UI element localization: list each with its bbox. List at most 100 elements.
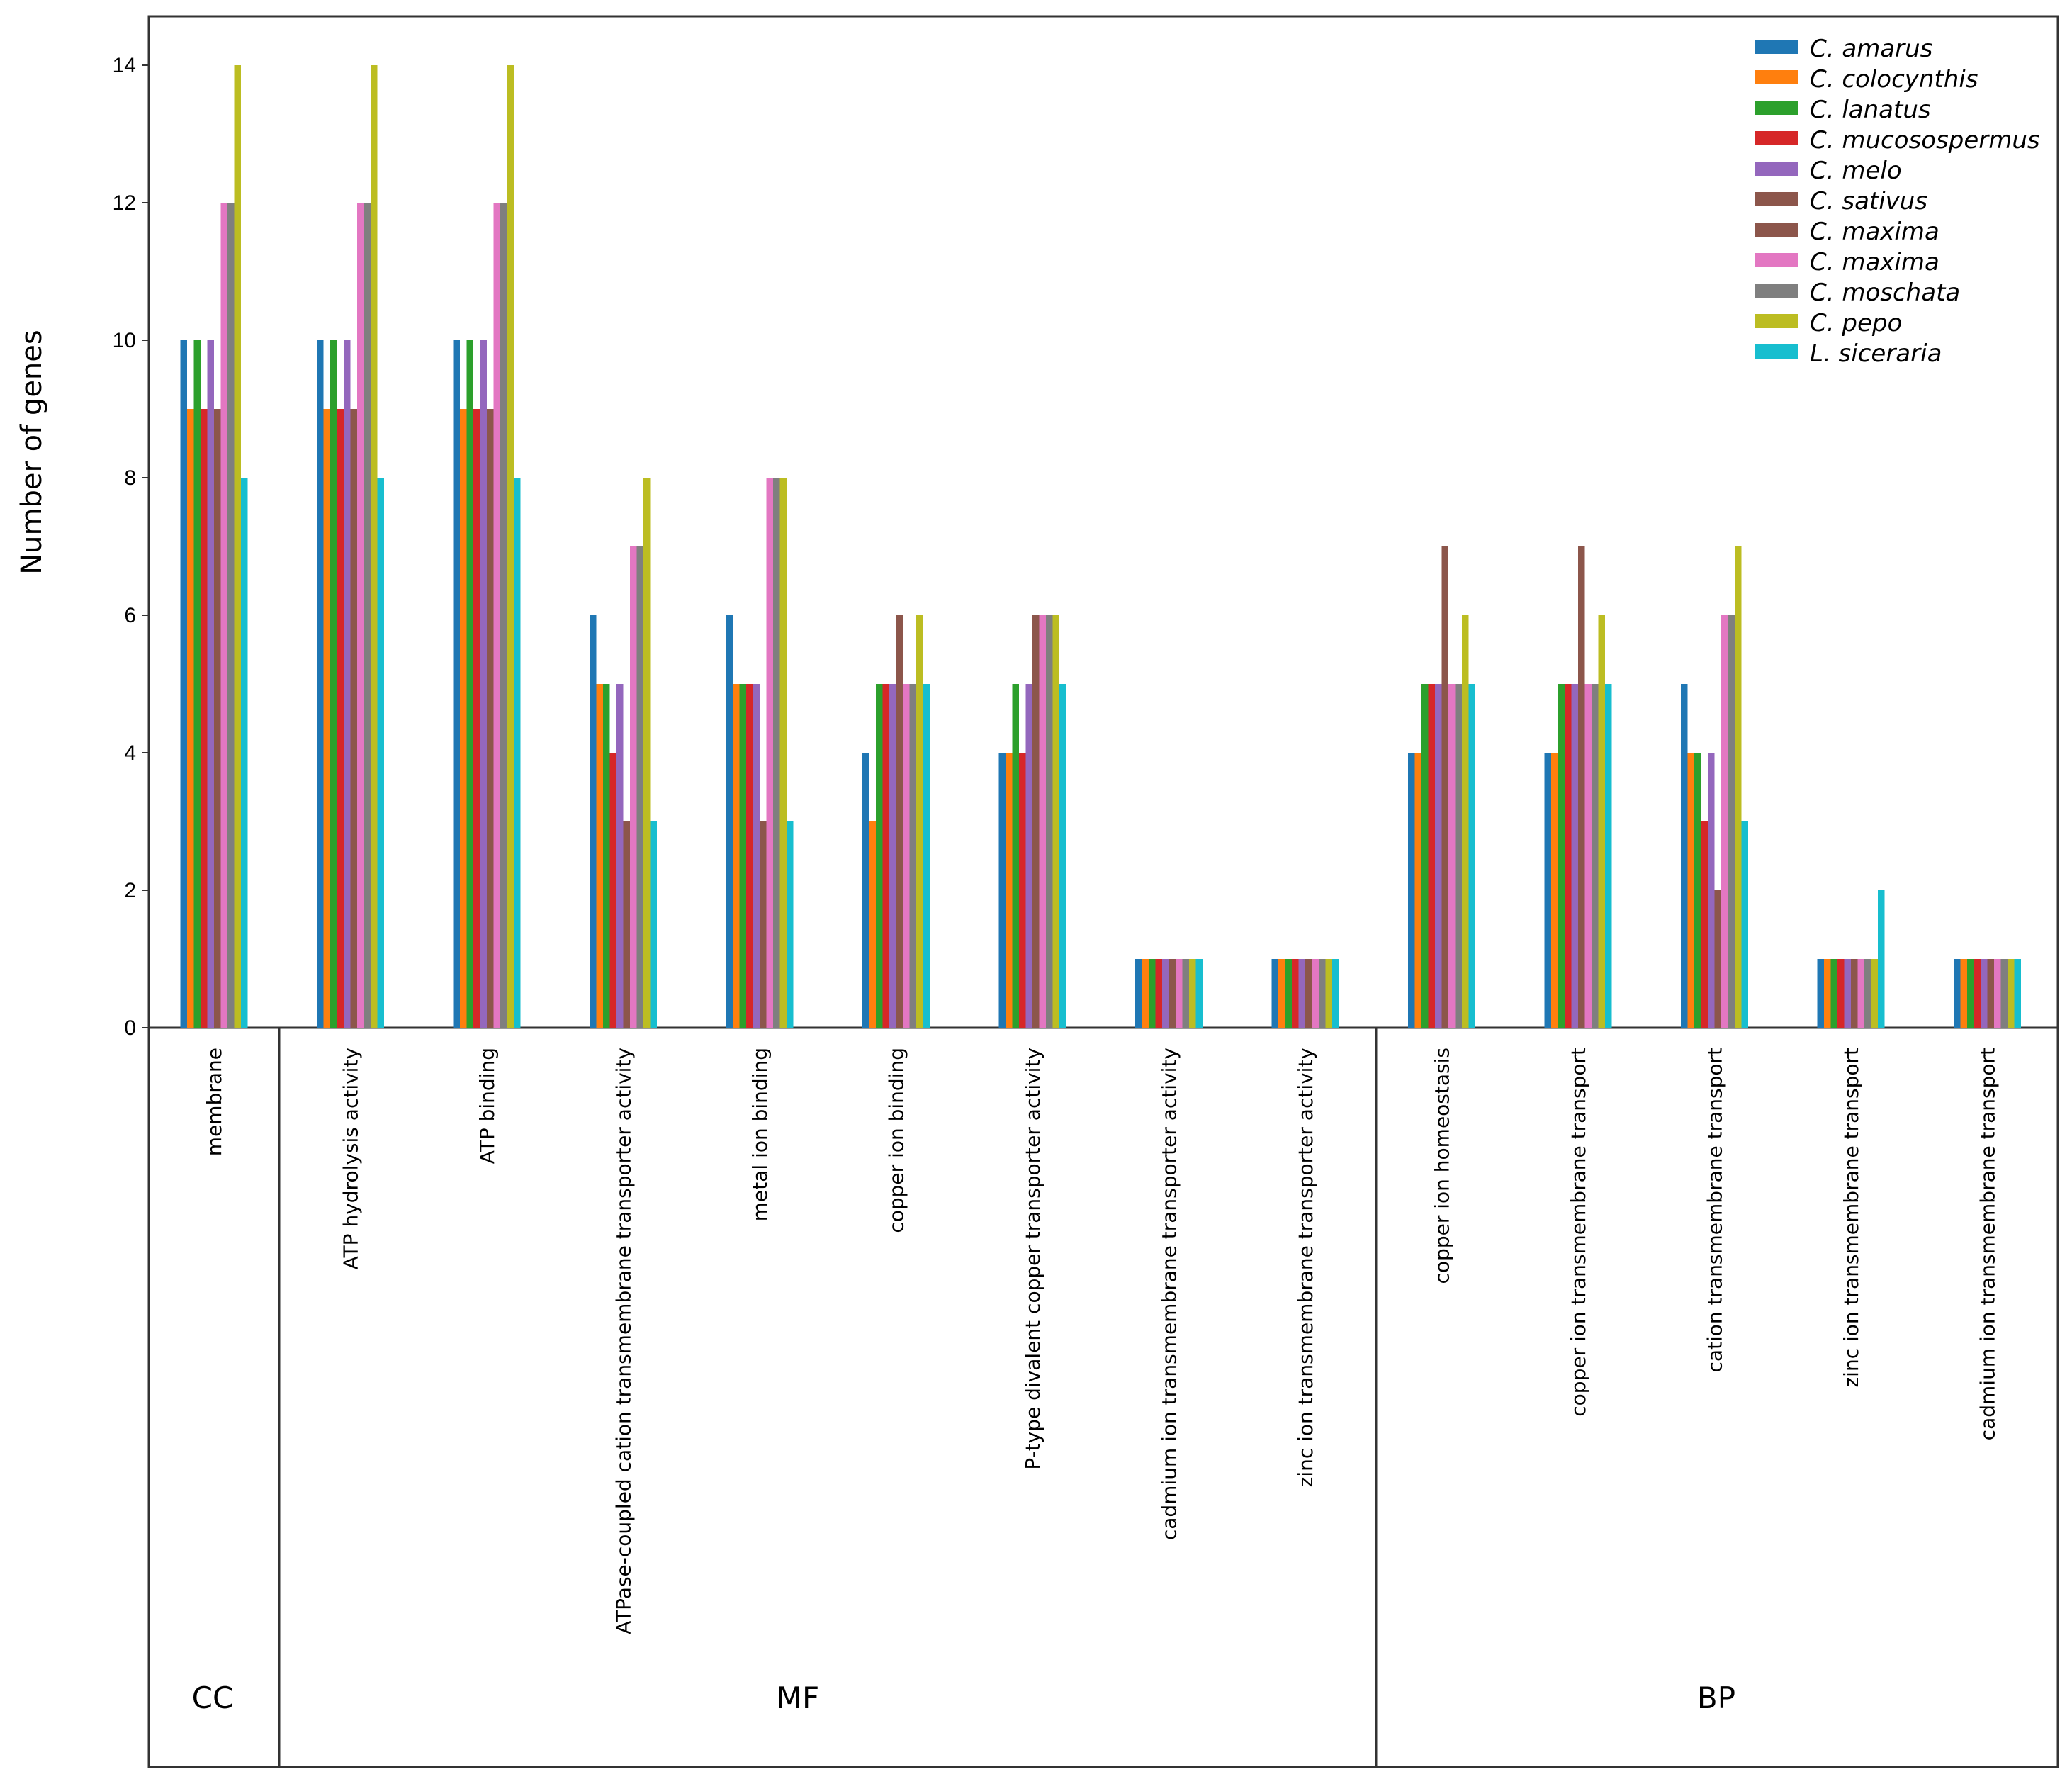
bar bbox=[1059, 684, 1066, 1028]
bar bbox=[869, 821, 876, 1028]
bar bbox=[220, 203, 227, 1028]
bar bbox=[1421, 684, 1429, 1028]
category-label: P-type divalent copper transporter activ… bbox=[1021, 1048, 1045, 1470]
bar bbox=[1592, 684, 1599, 1028]
bar bbox=[466, 340, 473, 1028]
bar bbox=[1142, 959, 1149, 1028]
category-label: ATPase-coupled cation transmembrane tran… bbox=[612, 1048, 636, 1634]
bar bbox=[1864, 959, 1871, 1028]
bar bbox=[234, 65, 241, 1028]
y-axis-label: Number of genes bbox=[16, 330, 48, 574]
bar bbox=[630, 546, 637, 1028]
bar bbox=[596, 684, 603, 1028]
bar bbox=[1694, 753, 1701, 1028]
bars bbox=[180, 65, 2021, 1028]
bar bbox=[1428, 684, 1435, 1028]
bar bbox=[487, 409, 494, 1028]
bar bbox=[590, 615, 597, 1028]
legend-label: C. pepo bbox=[1810, 309, 1902, 337]
bar bbox=[1558, 684, 1565, 1028]
bar bbox=[876, 684, 883, 1028]
bar bbox=[1189, 959, 1196, 1028]
bar bbox=[1954, 959, 1961, 1028]
bar bbox=[1039, 615, 1046, 1028]
bar bbox=[766, 478, 773, 1028]
category-label: zinc ion transmembrane transport bbox=[1840, 1048, 1863, 1388]
bar bbox=[1149, 959, 1156, 1028]
category-label: ATP hydrolysis activity bbox=[339, 1048, 363, 1269]
bar bbox=[1176, 959, 1183, 1028]
legend-swatch bbox=[1755, 101, 1798, 115]
bar bbox=[739, 684, 746, 1028]
category-label: metal ion binding bbox=[748, 1048, 772, 1221]
y-tick-label: 0 bbox=[124, 1016, 136, 1040]
category-label: copper ion binding bbox=[885, 1048, 908, 1233]
bar bbox=[882, 684, 889, 1028]
legend-swatch bbox=[1755, 253, 1798, 267]
category-label: membrane bbox=[203, 1048, 226, 1156]
bar bbox=[1714, 890, 1721, 1028]
bar bbox=[1605, 684, 1612, 1028]
bar bbox=[1468, 684, 1475, 1028]
bar bbox=[1455, 684, 1462, 1028]
bar bbox=[493, 203, 500, 1028]
category-label: cadmium ion transmembrane transport bbox=[1976, 1048, 2000, 1440]
bar bbox=[1544, 753, 1551, 1028]
legend-label: C. amarus bbox=[1810, 35, 1932, 63]
y-tick-label: 10 bbox=[113, 329, 136, 352]
bar bbox=[1448, 684, 1456, 1028]
bar bbox=[1830, 959, 1837, 1028]
bar bbox=[1871, 959, 1878, 1028]
y-tick-label: 4 bbox=[124, 741, 136, 765]
bar bbox=[1687, 753, 1694, 1028]
bar bbox=[603, 684, 610, 1028]
bar bbox=[1817, 959, 1824, 1028]
category-label: cadmium ion transmembrane transporter ac… bbox=[1158, 1048, 1181, 1540]
bar bbox=[1195, 959, 1203, 1028]
bar bbox=[787, 821, 794, 1028]
legend-swatch bbox=[1755, 70, 1798, 84]
category-label: copper ion transmembrane transport bbox=[1567, 1048, 1590, 1417]
bar bbox=[746, 684, 753, 1028]
legend-label: C. mucosospermus bbox=[1810, 126, 2040, 155]
bar bbox=[207, 340, 214, 1028]
bar bbox=[1006, 753, 1013, 1028]
bar bbox=[1987, 959, 1994, 1028]
bar bbox=[643, 478, 651, 1028]
bar bbox=[1025, 684, 1032, 1028]
category-label: ATP binding bbox=[475, 1048, 499, 1164]
bar bbox=[1967, 959, 1974, 1028]
legend-label: C. maxima bbox=[1810, 218, 1939, 246]
bar bbox=[1721, 615, 1728, 1028]
bar bbox=[1735, 546, 1742, 1028]
bar bbox=[1271, 959, 1278, 1028]
bar bbox=[636, 546, 643, 1028]
bar bbox=[903, 684, 910, 1028]
bar bbox=[1441, 546, 1448, 1028]
bar bbox=[214, 409, 221, 1028]
bar bbox=[337, 409, 344, 1028]
bar bbox=[1332, 959, 1339, 1028]
bar bbox=[480, 340, 487, 1028]
bar bbox=[1312, 959, 1319, 1028]
bar bbox=[473, 409, 480, 1028]
bar bbox=[1285, 959, 1292, 1028]
bar bbox=[1974, 959, 1981, 1028]
bar bbox=[1584, 684, 1592, 1028]
group-labels: CC MF BP bbox=[192, 1681, 1735, 1715]
category-label: copper ion homeostasis bbox=[1431, 1048, 1454, 1284]
bar bbox=[1046, 615, 1053, 1028]
legend-swatch bbox=[1755, 40, 1798, 54]
bar bbox=[1135, 959, 1142, 1028]
legend-label: L. siceraria bbox=[1810, 340, 1942, 368]
bar bbox=[187, 409, 194, 1028]
bar bbox=[1708, 753, 1715, 1028]
bar bbox=[377, 478, 384, 1028]
bar bbox=[753, 684, 760, 1028]
bar bbox=[350, 409, 357, 1028]
legend-label: C. colocynthis bbox=[1810, 65, 1978, 94]
legend-swatch bbox=[1755, 344, 1798, 359]
bar bbox=[909, 684, 916, 1028]
bar bbox=[227, 203, 235, 1028]
legend-swatch bbox=[1755, 284, 1798, 298]
